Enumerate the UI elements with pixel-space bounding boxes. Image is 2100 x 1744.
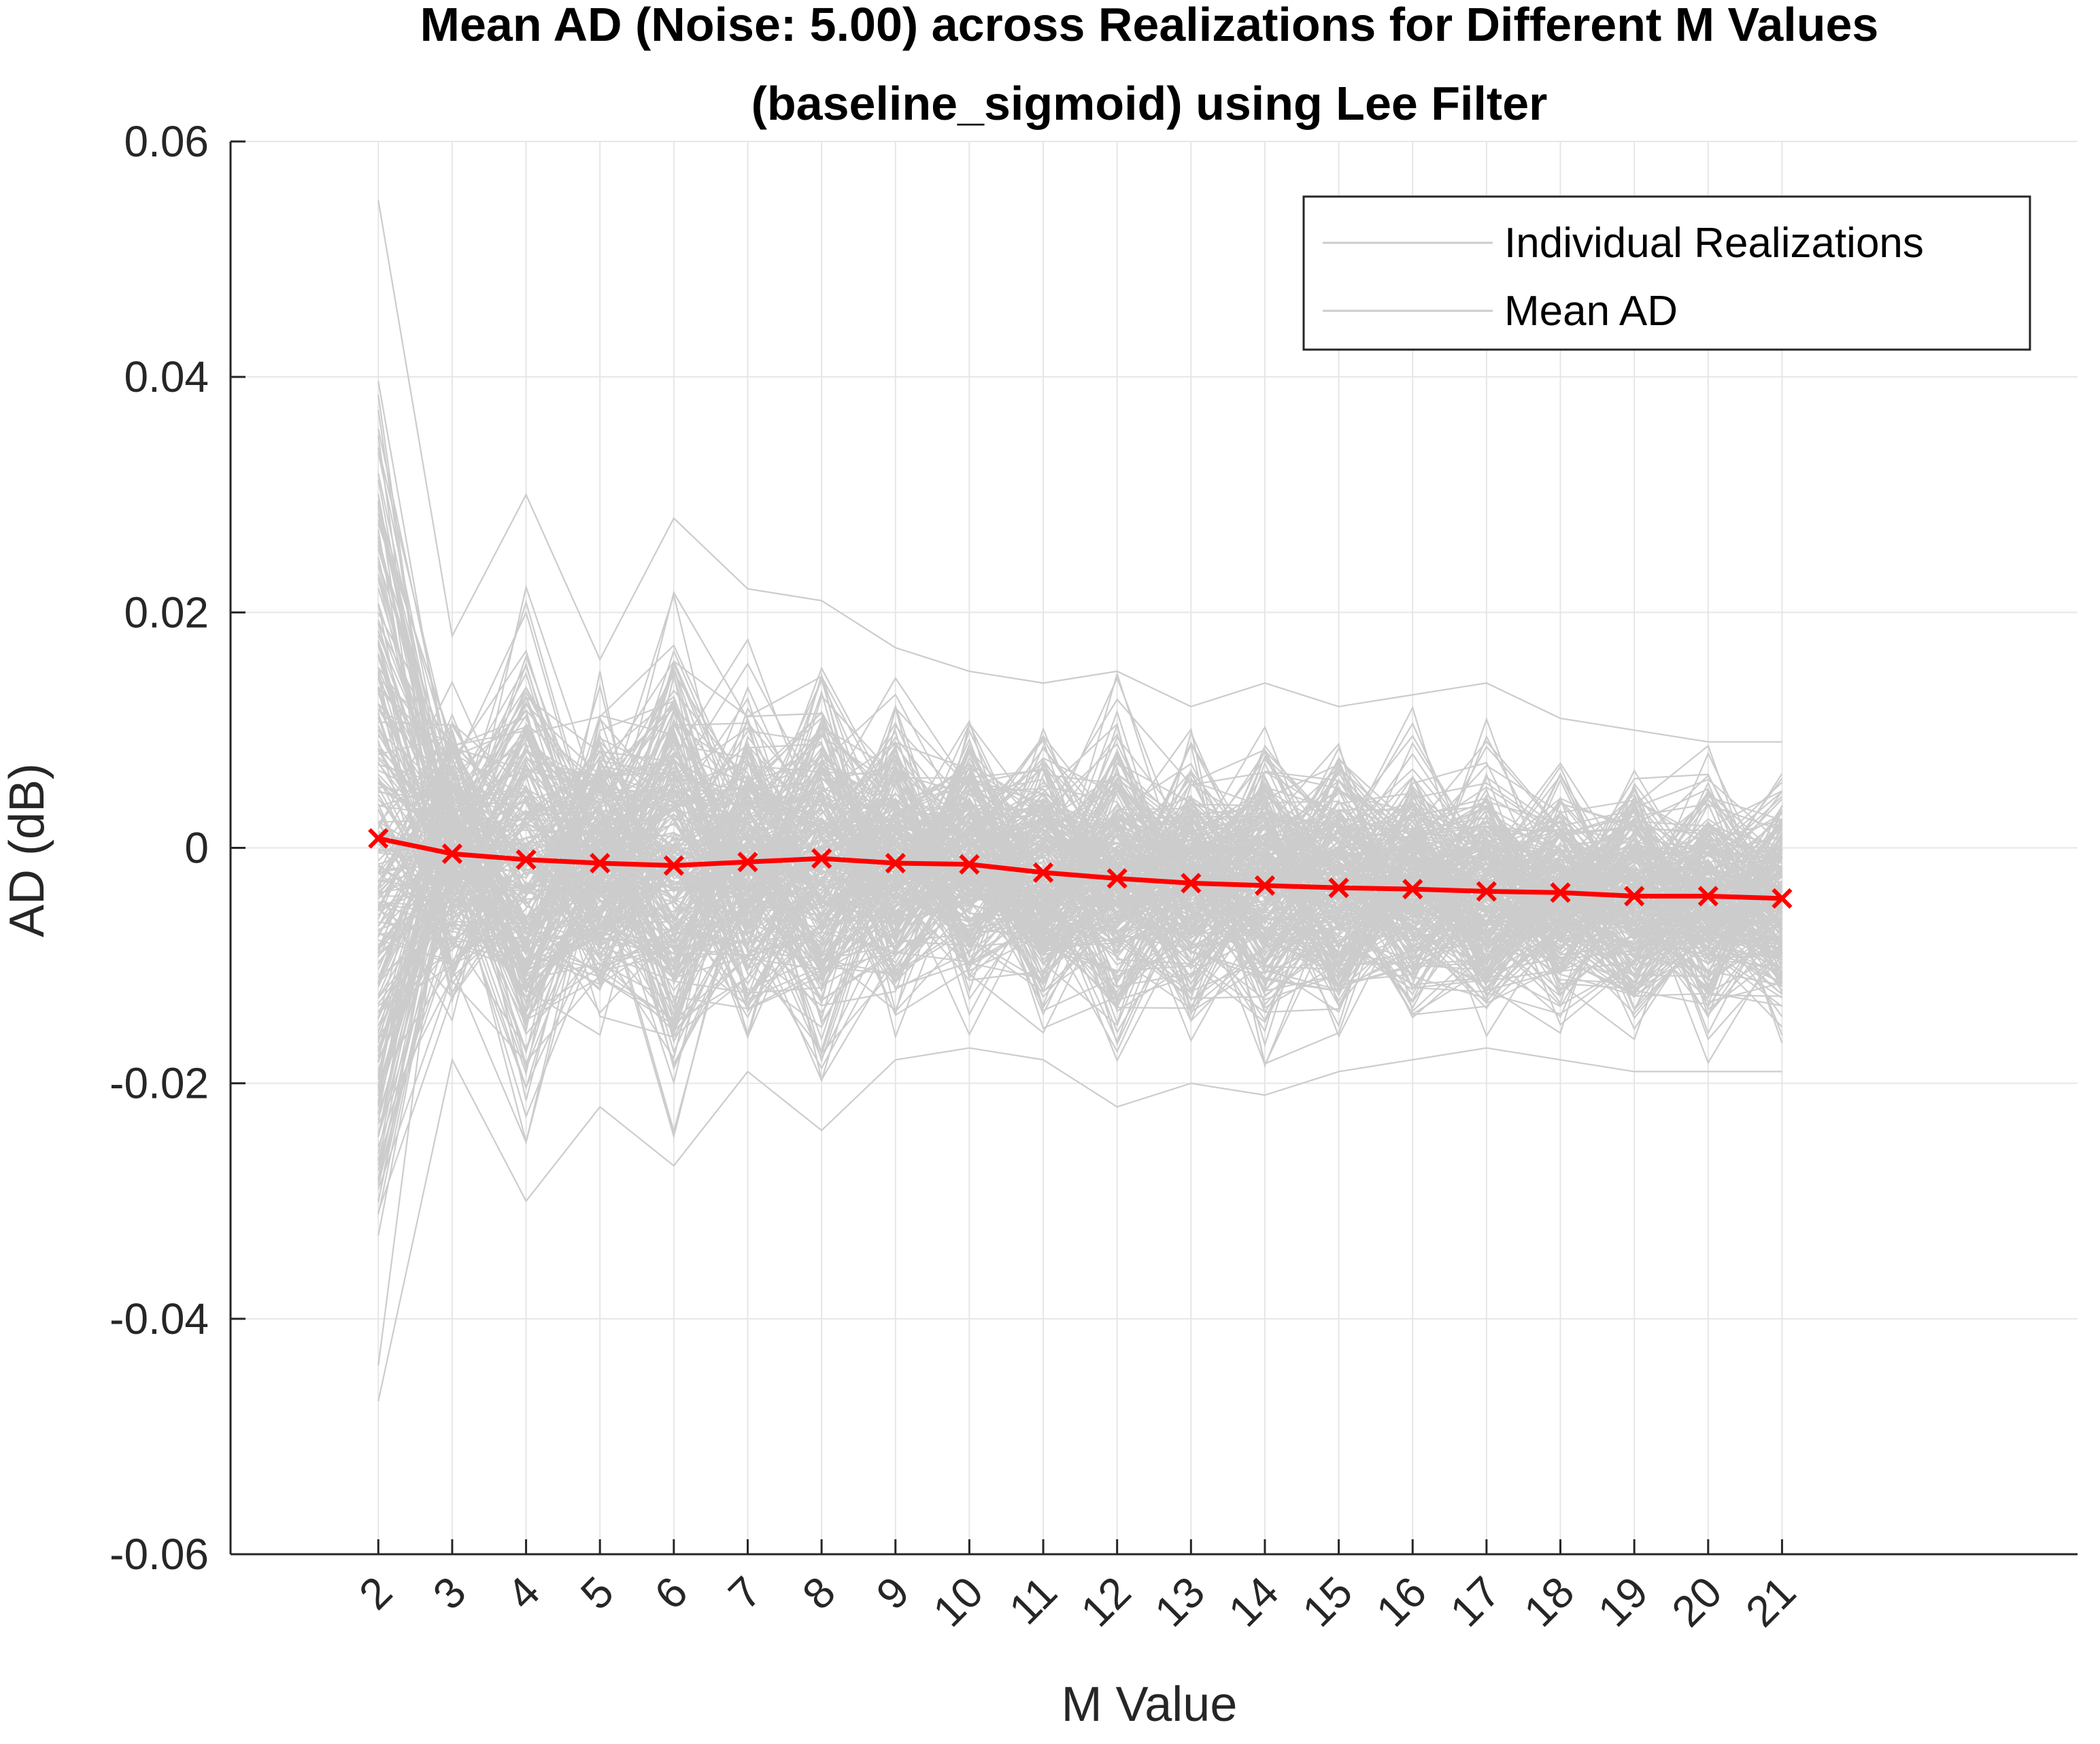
realization-line <box>378 678 1783 977</box>
mean-ad-marker <box>1697 886 1718 907</box>
legend-box <box>1302 195 2031 351</box>
realization-line <box>377 774 1782 1038</box>
y-tick-label: -0.02 <box>109 1059 209 1108</box>
realization-line <box>377 702 1783 1083</box>
mean-ad-marker <box>1032 862 1054 883</box>
realization-line <box>377 750 1783 971</box>
realization-line <box>377 722 1782 1119</box>
x-axis-label: M Value <box>1062 1677 1238 1732</box>
legend-label-individual: Individual Realizations <box>1504 220 1924 267</box>
realization-extreme-line <box>377 200 1782 743</box>
realization-line <box>377 501 1783 980</box>
realization-line <box>377 750 1783 1019</box>
mean-ad-marker <box>1106 868 1128 889</box>
realization-line <box>377 664 1783 1043</box>
realization-line <box>377 740 1783 1013</box>
realization-line <box>377 722 1783 1007</box>
realization-line <box>377 630 1783 969</box>
mean-ad-marker <box>590 852 611 874</box>
mean-ad-marker <box>1328 877 1349 899</box>
chart-title-line-2: (baseline_sigmoid) using Lee Filter <box>751 77 1548 130</box>
y-tick-label: 0.04 <box>124 352 209 401</box>
y-tick-label: 0.06 <box>124 117 209 166</box>
realization-line <box>377 741 1782 1213</box>
realization-line <box>377 788 1783 1049</box>
realization-line <box>377 722 1782 1036</box>
individual-realizations <box>377 200 1783 1402</box>
realization-line <box>377 654 1782 1011</box>
realization-extreme-line <box>377 1047 1782 1402</box>
realization-line <box>377 762 1783 994</box>
mean-ad-marker <box>663 855 684 876</box>
mean-ad-marker <box>515 849 537 870</box>
mean-ad-marker <box>1254 875 1276 896</box>
y-tick-label: -0.04 <box>109 1294 209 1343</box>
mean-ad-marker <box>959 854 980 875</box>
chart-title-line-1: Mean AD (Noise: 5.00) across Realization… <box>420 0 1879 51</box>
realization-line <box>378 724 1783 1024</box>
mean-ad-marker <box>441 843 463 865</box>
realization-line <box>378 742 1782 988</box>
realization-line <box>377 690 1782 962</box>
legend: Individual Realizations Mean AD <box>1302 195 2031 351</box>
mean-ad-marker <box>1624 886 1645 907</box>
y-tick-label: 0.02 <box>124 588 209 637</box>
realization-line <box>377 656 1783 982</box>
realization-line <box>377 756 1783 1007</box>
realization-line <box>377 725 1782 1092</box>
realization-line <box>377 529 1782 1009</box>
mean-ad-marker <box>1772 888 1793 909</box>
mean-ad-series <box>368 828 1793 909</box>
mean-ad-marker <box>811 848 832 869</box>
mean-ad-line <box>377 836 1782 901</box>
mean-ad-marker <box>1476 881 1497 902</box>
mean-ad-marker <box>1181 873 1202 894</box>
realization-line <box>377 743 1782 1060</box>
realization-line <box>377 688 1782 997</box>
y-axis-label: AD (dB) <box>0 763 54 937</box>
mean-ad-marker <box>1550 882 1571 903</box>
mean-ad-marker <box>368 828 389 849</box>
legend-label-mean: Mean AD <box>1504 288 1678 335</box>
mean-ad-marker <box>885 852 906 874</box>
y-tick-label: 0 <box>184 824 209 873</box>
axes <box>229 140 2078 1556</box>
realization-line <box>377 513 1783 978</box>
mean-ad-marker <box>737 852 758 873</box>
mean-ad-marker <box>1402 878 1423 900</box>
y-tick-label: -0.06 <box>109 1530 209 1579</box>
realization-line <box>377 623 1782 948</box>
